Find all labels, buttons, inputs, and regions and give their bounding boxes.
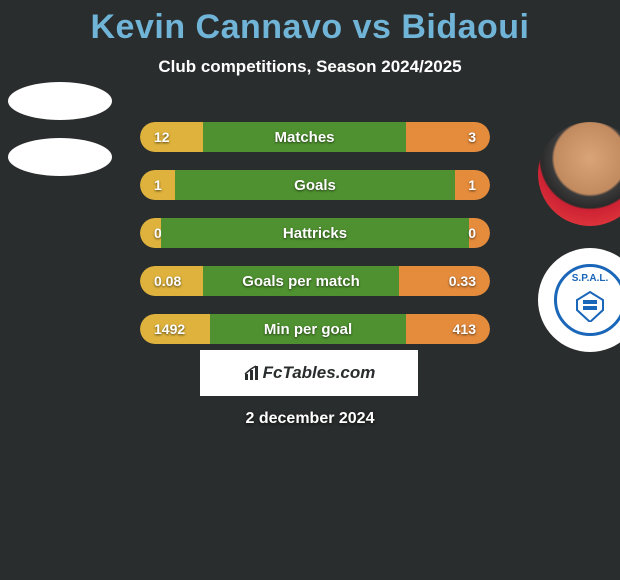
stat-right-value: 0.33 bbox=[399, 266, 490, 296]
player-left-avatars bbox=[8, 82, 112, 176]
brand-watermark: FcTables.com bbox=[200, 350, 418, 396]
stat-left-value: 1492 bbox=[140, 314, 210, 344]
chart-icon bbox=[243, 364, 261, 382]
player1-avatar-placeholder bbox=[8, 82, 112, 120]
stat-left-value: 0.08 bbox=[140, 266, 203, 296]
stat-row-2: 0Hattricks0 bbox=[140, 218, 490, 248]
player2-club-crest: S.P.A.L. bbox=[538, 248, 620, 352]
stat-right-value: 1 bbox=[455, 170, 490, 200]
date-text: 2 december 2024 bbox=[0, 410, 620, 428]
stat-label: Goals per match bbox=[203, 266, 399, 296]
spal-crest-icon: S.P.A.L. bbox=[554, 264, 620, 336]
stat-row-4: 1492Min per goal413 bbox=[140, 314, 490, 344]
stat-label: Matches bbox=[203, 122, 406, 152]
stat-right-value: 0 bbox=[469, 218, 490, 248]
stat-bars: 12Matches3 1Goals1 0Hattricks0 0.08Goals pe… bbox=[140, 122, 490, 362]
player-right-avatars: S.P.A.L. bbox=[538, 122, 620, 352]
stat-row-3: 0.08Goals per match0.33 bbox=[140, 266, 490, 296]
stat-label: Goals bbox=[175, 170, 455, 200]
stat-label: Min per goal bbox=[210, 314, 406, 344]
stat-right-value: 3 bbox=[406, 122, 490, 152]
page-title: Kevin Cannavo vs Bidaoui bbox=[0, 0, 620, 47]
stat-row-0: 12Matches3 bbox=[140, 122, 490, 152]
player2-avatar bbox=[538, 122, 620, 226]
subtitle: Club competitions, Season 2024/2025 bbox=[0, 57, 620, 77]
stat-right-value: 413 bbox=[406, 314, 490, 344]
stat-left-value: 1 bbox=[140, 170, 175, 200]
brand-text: FcTables.com bbox=[263, 363, 376, 383]
player1-club-placeholder bbox=[8, 138, 112, 176]
stat-left-value: 0 bbox=[140, 218, 161, 248]
crest-text: S.P.A.L. bbox=[572, 273, 609, 284]
stat-left-value: 12 bbox=[140, 122, 203, 152]
stat-row-1: 1Goals1 bbox=[140, 170, 490, 200]
stat-label: Hattricks bbox=[161, 218, 469, 248]
